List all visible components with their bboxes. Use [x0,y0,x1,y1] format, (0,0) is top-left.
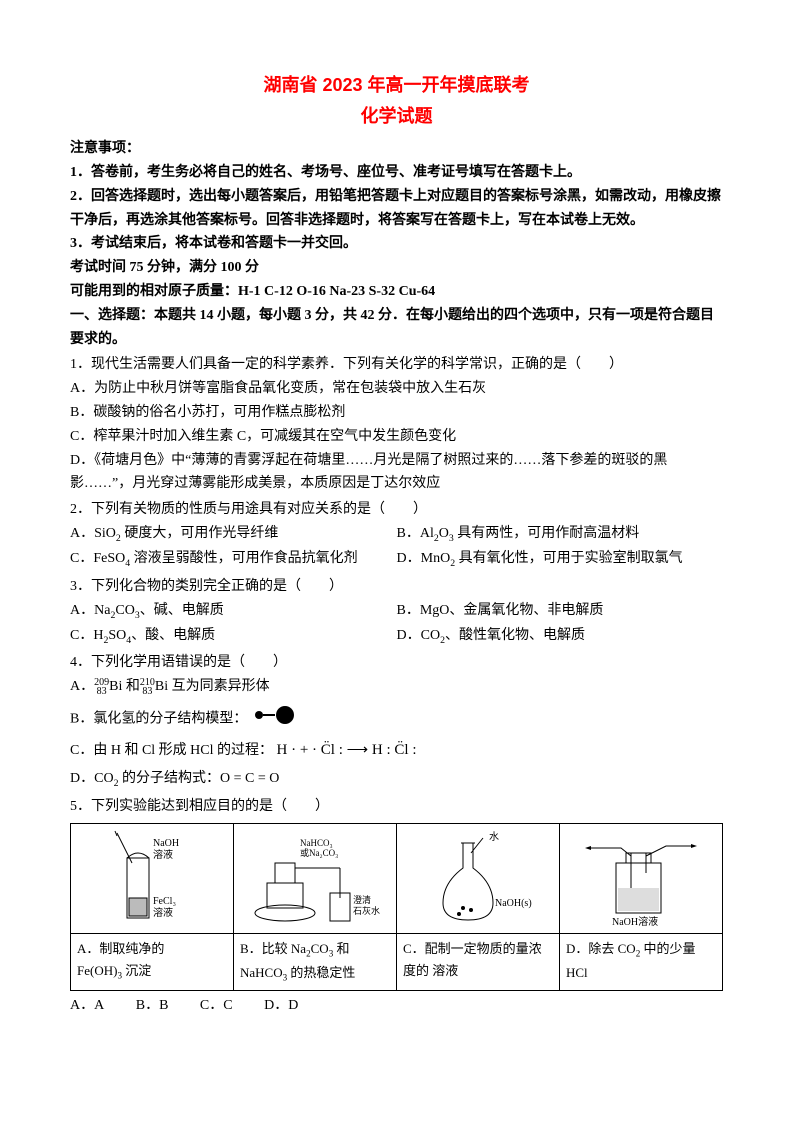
q2-option-d: D．MnO2 具有氧化性，可用于实验室制取氯气 [397,547,724,572]
q2-option-b: B．Al2O3 具有两性，可用作耐高温材料 [397,522,724,547]
q5-final-a: A．A [70,998,104,1013]
q4-option-c: C．由 H 和 Cl 形成 HCl 的过程： H · + · C̈l : ⟶ H… [70,738,723,764]
q5-final-d: D．D [264,998,298,1013]
question-2-stem: 2．下列有关物质的性质与用途具有对应关系的是（ ） [70,498,723,522]
svg-text:石灰水: 石灰水 [353,905,380,916]
q3-option-a: A．Na2CO3、碱、电解质 [70,599,397,624]
table-cell-d: D．除去 CO2 中的少量 HCl [560,933,723,990]
exam-duration: 考试时间 75 分钟，满分 100 分 [70,256,723,280]
atomic-masses: 可能用到的相对原子质量：H-1 C-12 O-16 Na-23 S-32 Cu-… [70,280,723,304]
q5-final-b: B．B [136,998,169,1013]
q2-option-a: A．SiO2 硬度大，可用作光导纤维 [70,522,397,547]
q1-option-b: B．碳酸钠的俗名小苏打，可用作糕点膨松剂 [70,401,723,425]
experiment-table: NaOH 溶液 FeCl₃ 溶液 NaHCO₃ 或Na₂CO₃ [70,823,723,991]
exam-title-sub: 化学试题 [70,101,723,132]
hcl-model-icon [251,705,301,734]
svg-text:NaOH(s): NaOH(s) [495,898,532,909]
q4-option-d: D．CO2 的分子结构式：O = C = O [70,767,723,792]
q4-option-b: B．氯化氢的分子结构模型： [70,705,723,734]
q3-option-c: C．H2SO4、酸、电解质 [70,624,397,649]
q1-option-d: D．《荷塘月色》中“薄薄的青雾浮起在荷塘里……月光是隔了树照过来的……落下参差的… [70,449,723,497]
diagram-c: 水 NaOH(s) [397,823,560,933]
question-1-stem: 1．现代生活需要人们具备一定的科学素养．下列有关化学的科学常识，正确的是（ ） [70,353,723,377]
svg-text:FeCl₃: FeCl₃ [153,896,176,907]
diagram-b: NaHCO₃ 或Na₂CO₃ 澄清 石灰水 [234,823,397,933]
notice-2: 2．回答选择题时，选出每小题答案后，用铅笔把答题卡上对应题目的答案标号涂黑，如需… [70,185,723,233]
notice-heading: 注意事项： [70,137,723,161]
diagram-d: NaOH溶液 [560,823,723,933]
table-cell-b: B．比较 Na2CO3 和 NaHCO3 的热稳定性 [234,933,397,990]
q4-option-a: A．20983Bi 和21083Bi 互为同素异形体 [70,675,723,699]
svg-text:NaOH: NaOH [153,838,179,849]
q3-option-b: B．MgO、金属氧化物、非电解质 [397,599,724,624]
svg-text:或Na₂CO₃: 或Na₂CO₃ [300,847,338,858]
question-5-stem: 5．下列实验能达到相应目的的是（ ） [70,795,723,819]
exam-title-main: 湖南省 2023 年高一开年摸底联考 [70,70,723,101]
svg-text:NaHCO₃: NaHCO₃ [300,838,333,848]
question-3-stem: 3．下列化合物的类别完全正确的是（ ） [70,575,723,599]
q2-option-c: C．FeSO4 溶液呈弱酸性，可用作食品抗氧化剂 [70,547,397,572]
q5-final-c: C．C [200,998,233,1013]
q5-final-options: A．A B．B C．C D．D [70,994,723,1018]
svg-text:澄清: 澄清 [353,894,371,905]
q1-option-a: A．为防止中秋月饼等富脂食品氧化变质，常在包装袋中放入生石灰 [70,377,723,401]
q3-option-d: D．CO2、酸性氧化物、电解质 [397,624,724,649]
svg-text:溶液: 溶液 [153,848,173,861]
svg-text:溶液: 溶液 [153,906,173,919]
notice-3: 3．考试结束后，将本试卷和答题卡一并交回。 [70,232,723,256]
svg-text:NaOH溶液: NaOH溶液 [612,915,658,928]
table-cell-c: C．配制一定物质的量浓度的 溶液 [397,933,560,990]
diagram-a: NaOH 溶液 FeCl₃ 溶液 [71,823,234,933]
notice-1: 1．答卷前，考生务必将自己的姓名、考场号、座位号、准考证号填写在答题卡上。 [70,161,723,185]
table-cell-a: A．制取纯净的 Fe(OH)3 沉淀 [71,933,234,990]
question-4-stem: 4．下列化学用语错误的是（ ） [70,651,723,675]
svg-text:水: 水 [489,831,499,843]
section-1-heading: 一、选择题：本题共 14 小题，每小题 3 分，共 42 分．在每小题给出的四个… [70,304,723,352]
q1-option-c: C．榨苹果汁时加入维生素 C，可减缓其在空气中发生颜色变化 [70,425,723,449]
